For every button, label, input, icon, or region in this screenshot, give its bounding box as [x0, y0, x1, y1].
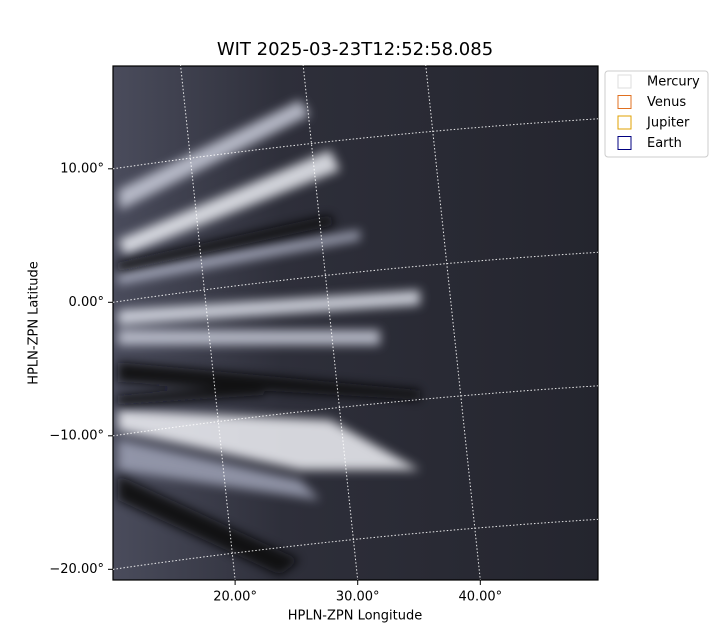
grid-line	[302, 60, 359, 581]
legend-marker	[617, 74, 632, 89]
y-tick-label: −20.00°	[49, 562, 104, 577]
grid-line	[112, 518, 599, 570]
legend	[604, 70, 709, 158]
legend-label: Venus	[647, 95, 686, 110]
coronagraph-image	[113, 66, 598, 580]
x-tick-label: 30.00°	[336, 590, 380, 605]
legend-marker	[617, 115, 632, 130]
legend-marker	[617, 95, 632, 109]
y-tick-label: −10.00°	[49, 428, 104, 443]
y-axis-label: HPLN-ZPN Latitude	[27, 261, 42, 384]
x-tick-label: 40.00°	[458, 590, 502, 605]
grid-line	[112, 251, 599, 303]
x-tick-label: 20.00°	[213, 590, 257, 605]
plot-frame	[112, 65, 599, 581]
y-tick-label: 10.00°	[60, 161, 104, 176]
chart-title: WIT 2025-03-23T12:52:58.085	[217, 39, 493, 60]
y-tick-label: 0.00°	[69, 295, 104, 310]
x-axis-label: HPLN-ZPN Longitude	[288, 609, 423, 624]
legend-label: Mercury	[647, 75, 700, 90]
grid-line	[179, 60, 236, 581]
grid-line	[424, 60, 481, 581]
legend-label: Earth	[647, 136, 682, 151]
legend-label: Jupiter	[646, 116, 690, 131]
grid-line	[112, 118, 599, 170]
legend-marker	[617, 136, 632, 150]
grid-line	[112, 385, 599, 437]
